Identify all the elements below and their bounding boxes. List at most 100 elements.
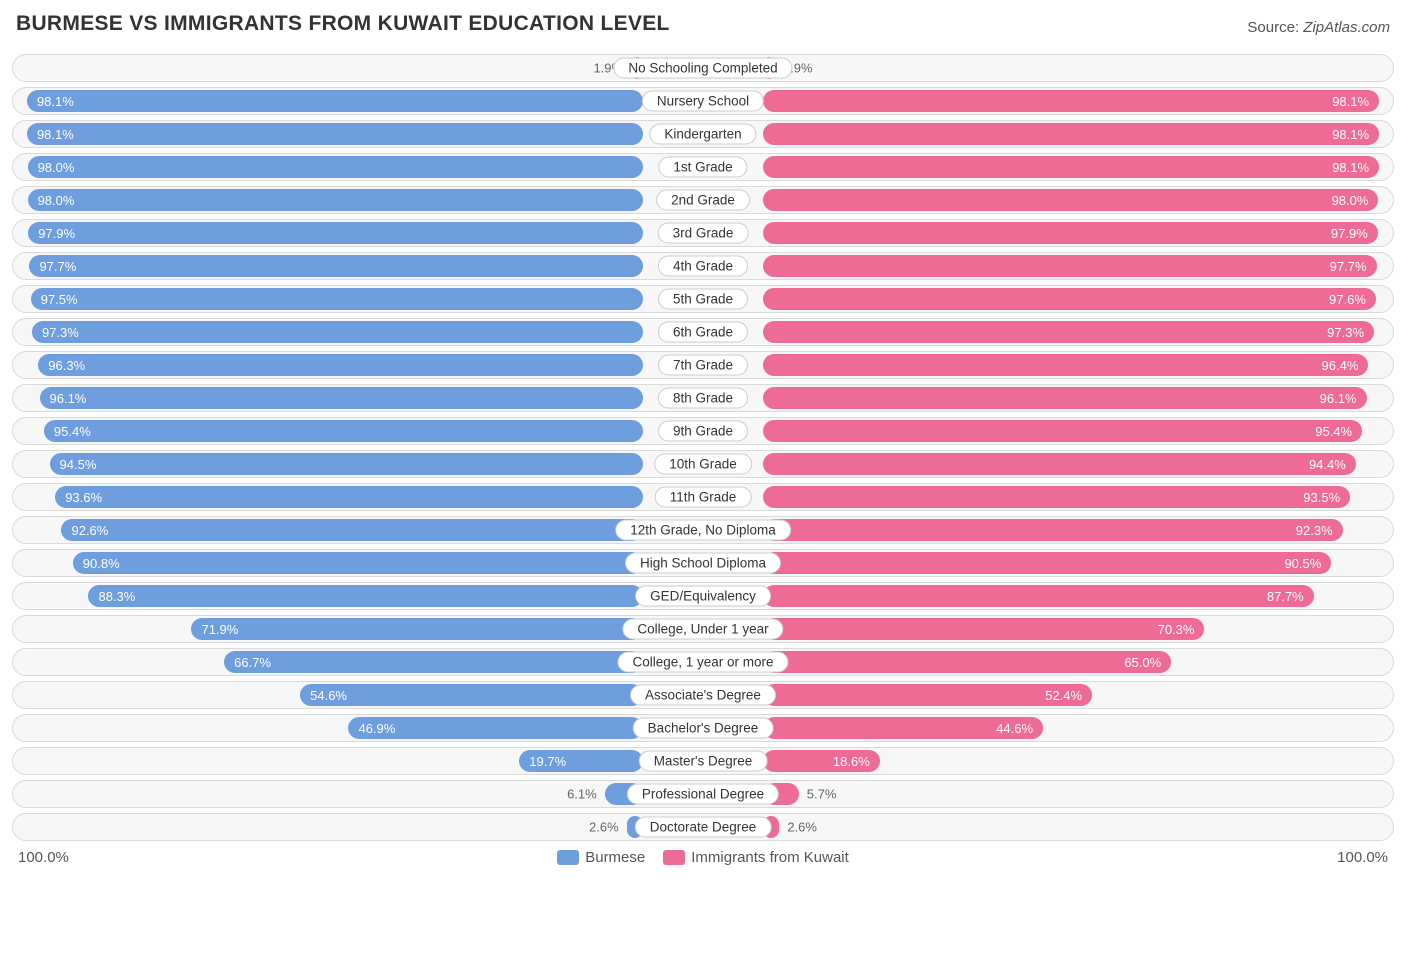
bar-value-label: 92.6% [61,523,118,538]
category-label: Bachelor's Degree [633,718,774,739]
bar-value-label: 2.6% [787,820,817,835]
chart-row: 98.1% 98.1% Kindergarten [12,120,1394,148]
chart-row: 95.4%95.4%9th Grade [12,417,1394,445]
bar-value-label: 54.6% [300,688,357,703]
category-label: 1st Grade [658,157,747,178]
diverging-bar-chart: 1.9%1.9%No Schooling Completed98.1%98.1%… [12,54,1394,841]
bar-value-label: 90.8% [73,556,130,571]
bar-left: 90.8% [73,552,643,574]
bar-value-label: 5.7% [807,787,837,802]
bar-right: 97.3% [763,321,1374,343]
bar-value-label: 88.3% [88,589,145,604]
bar-value-label: 97.5% [31,292,88,307]
source-value: ZipAtlas.com [1303,19,1390,36]
axis-max-right: 100.0% [849,849,1388,866]
bar-value-label: 70.3% [1148,622,1205,637]
bar-right: 98.0% [763,189,1378,211]
axis-max-left: 100.0% [18,849,557,866]
chart-row: 54.6%52.4%Associate's Degree [12,681,1394,709]
category-label: Nursery School [642,91,764,112]
bar-value-label: 19.7% [519,754,576,769]
category-label: Doctorate Degree [635,817,772,838]
chart-row: 6.1%5.7%Professional Degree [12,780,1394,808]
bar-value-label: 96.3% [38,358,95,373]
bar-value-label: 18.6% [823,754,880,769]
bar-right: 95.4% [763,420,1362,442]
chart-row: 98.0% 98.0% 2nd Grade [12,186,1394,214]
bar-value-label: 97.9% [1321,226,1378,241]
bar-right: 65.0% [763,651,1171,673]
bar-value-label: 92.3% [1286,523,1343,538]
chart-row: 98.0% 98.1% 1st Grade [12,153,1394,181]
bar-right: 98.1% [763,90,1379,112]
legend-label-left: Burmese [585,849,645,866]
bar-value-label: 95.4% [44,424,101,439]
bar-right: 94.4% [763,453,1356,475]
chart-row: 96.1% 96.1% 8th Grade [12,384,1394,412]
bar-value-label: 94.4% [1299,457,1356,472]
chart-row: 93.6%93.5%11th Grade [12,483,1394,511]
legend-swatch-left [557,850,579,865]
bar-right: 97.7% [763,255,1377,277]
bar-value-label: 97.3% [32,325,89,340]
legend-label-right: Immigrants from Kuwait [691,849,849,866]
chart-row: 97.9% 97.9% 3rd Grade [12,219,1394,247]
category-label: 8th Grade [658,388,748,409]
legend-swatch-right [663,850,685,865]
bar-value-label: 71.9% [191,622,248,637]
category-label: No Schooling Completed [613,58,792,79]
bar-value-label: 87.7% [1257,589,1314,604]
category-label: 3rd Grade [658,223,749,244]
bar-value-label: 44.6% [986,721,1043,736]
category-label: 10th Grade [654,454,752,475]
bar-value-label: 93.6% [55,490,112,505]
bar-right: 98.1% [763,156,1379,178]
bar-left: 97.3% [32,321,643,343]
category-label: Master's Degree [639,751,768,772]
bar-left: 98.0% [28,189,643,211]
bar-value-label: 98.0% [28,193,85,208]
bar-right: 93.5% [763,486,1350,508]
chart-row: 90.8% 90.5% High School Diploma [12,549,1394,577]
bar-value-label: 95.4% [1305,424,1362,439]
bar-right: 96.4% [763,354,1368,376]
bar-value-label: 97.9% [28,226,85,241]
bar-left: 98.1% [27,123,643,145]
bar-value-label: 98.0% [1322,193,1379,208]
bar-left: 97.9% [28,222,643,244]
chart-row: 88.3%87.7%GED/Equivalency [12,582,1394,610]
bar-left: 71.9% [191,618,643,640]
category-label: 5th Grade [658,289,748,310]
bar-left: 93.6% [55,486,643,508]
chart-footer: 100.0% Burmese Immigrants from Kuwait 10… [12,849,1394,866]
bar-left: 66.7% [224,651,643,673]
category-label: 6th Grade [658,322,748,343]
chart-title: BURMESE VS IMMIGRANTS FROM KUWAIT EDUCAT… [16,12,670,36]
chart-row: 46.9% 44.6% Bachelor's Degree [12,714,1394,742]
bar-value-label: 97.6% [1319,292,1376,307]
bar-left: 94.5% [50,453,643,475]
bar-left: 96.1% [40,387,644,409]
bar-value-label: 98.0% [28,160,85,175]
chart-row: 71.9%70.3%College, Under 1 year [12,615,1394,643]
bar-value-label: 96.1% [1310,391,1367,406]
chart-header: BURMESE VS IMMIGRANTS FROM KUWAIT EDUCAT… [12,12,1394,36]
bar-value-label: 90.5% [1274,556,1331,571]
category-label: 4th Grade [658,256,748,277]
bar-left: 98.0% [28,156,643,178]
category-label: High School Diploma [625,553,781,574]
bar-value-label: 96.4% [1312,358,1369,373]
bar-right: 98.1% [763,123,1379,145]
category-label: Kindergarten [649,124,756,145]
bar-left: 95.4% [44,420,643,442]
category-label: Associate's Degree [630,685,776,706]
chart-row: 97.5% 97.6% 5th Grade [12,285,1394,313]
bar-value-label: 46.9% [348,721,405,736]
bar-right: 97.6% [763,288,1376,310]
bar-value-label: 98.1% [27,94,84,109]
bar-left: 92.6% [61,519,643,541]
category-label: Professional Degree [627,784,779,805]
bar-value-label: 98.1% [1322,160,1379,175]
chart-row: 19.7% 18.6% Master's Degree [12,747,1394,775]
category-label: 2nd Grade [656,190,750,211]
